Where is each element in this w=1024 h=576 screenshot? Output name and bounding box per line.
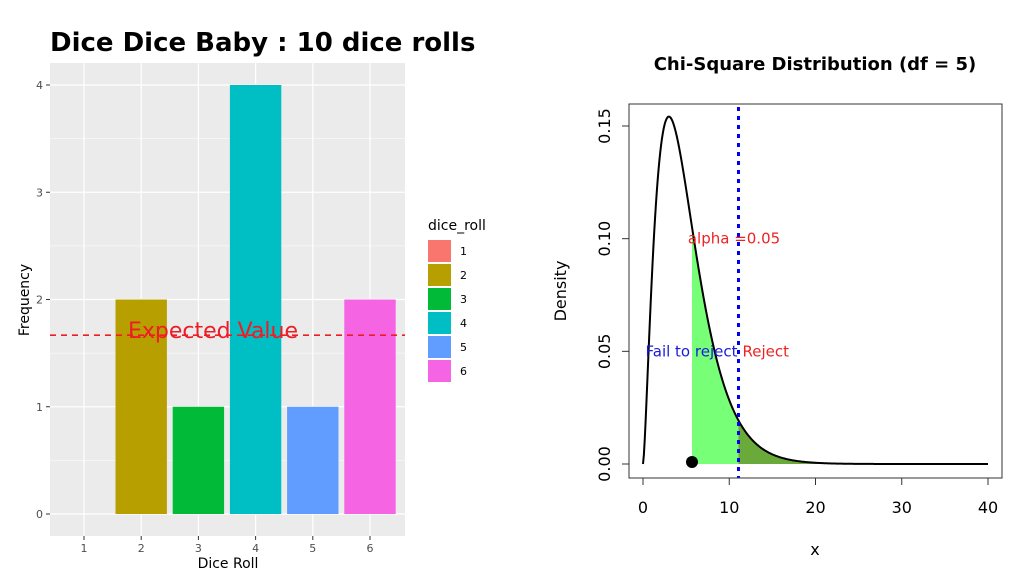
y-tick-label: 4 — [36, 79, 43, 92]
p-value-area — [691, 227, 988, 464]
chisq-shaded-areas — [691, 227, 988, 464]
y-tick-label: 0.00 — [595, 446, 614, 482]
legend-key-5 — [428, 336, 451, 358]
x-tick-label: 2 — [138, 542, 145, 555]
chisq-density-curve — [642, 115, 988, 465]
chisq-chart-title: Chi-Square Distribution (df = 5) — [654, 54, 977, 75]
y-tick-label: 2 — [36, 294, 43, 307]
y-tick-label: 0.05 — [595, 334, 614, 370]
bar-4 — [229, 85, 282, 514]
fail-to-reject-label: Fail to reject — [646, 342, 738, 360]
x-tick-label: 5 — [309, 542, 316, 555]
legend-label: 4 — [460, 317, 467, 330]
dice-chart-title: Dice Dice Baby : 10 dice rolls — [50, 28, 475, 58]
legend-label: 6 — [460, 365, 467, 378]
y-tick-label: 0.15 — [595, 108, 614, 144]
legend-label: 3 — [460, 293, 467, 306]
x-tick-label: 3 — [195, 542, 202, 555]
dice-legend: 1 2 3 4 5 6 — [428, 240, 467, 382]
y-tick-label: 1 — [36, 401, 43, 414]
legend-key-6 — [428, 360, 451, 382]
dice-x-axis: 1 2 3 4 5 6 — [81, 536, 374, 555]
chisq-x-axis-label: x — [810, 540, 819, 559]
y-tick-label: 0.10 — [595, 221, 614, 257]
y-tick-label: 0 — [36, 508, 43, 521]
x-tick-label: 20 — [805, 498, 825, 517]
dice-y-axis: 0 1 2 3 4 — [36, 79, 50, 521]
legend-label: 5 — [460, 341, 467, 354]
x-tick-label: 4 — [252, 542, 259, 555]
bar-6 — [344, 299, 396, 514]
legend-key-2 — [428, 264, 451, 286]
dice-chart: Dice Dice Baby : 10 dice rolls Expected … — [17, 28, 486, 572]
x-tick-label: 10 — [719, 498, 739, 517]
x-tick-label: 40 — [978, 498, 998, 517]
chisq-plot-box — [628, 103, 1003, 479]
legend-title: dice_roll — [428, 218, 486, 234]
x-tick-label: 30 — [892, 498, 912, 517]
x-tick-label: 1 — [81, 542, 88, 555]
legend-key-3 — [428, 288, 451, 310]
bar-3 — [172, 406, 225, 514]
test-statistic-point — [685, 456, 698, 468]
x-tick-label: 6 — [367, 542, 374, 555]
chisq-y-axis: 0.00 0.05 0.10 0.15 — [595, 108, 629, 482]
legend-key-4 — [428, 312, 451, 334]
reject-label: Reject — [742, 342, 789, 360]
x-tick-label: 0 — [638, 498, 648, 517]
expected-value-label: Expected Value — [128, 319, 298, 344]
chisq-y-axis-label: Density — [551, 261, 570, 322]
alpha-label: alpha =0.05 — [688, 230, 780, 248]
dice-x-axis-label: Dice Roll — [198, 556, 259, 572]
y-tick-label: 3 — [36, 186, 43, 199]
chisq-chart: Chi-Square Distribution (df = 5) alpha =… — [551, 54, 1003, 559]
legend-key-1 — [428, 240, 451, 262]
bar-5 — [287, 406, 339, 514]
legend-label: 2 — [460, 269, 467, 282]
chisq-x-axis: 0 10 20 30 40 — [638, 477, 998, 517]
rejection-region-area — [738, 420, 988, 464]
dice-y-axis-label: Frequency — [17, 264, 33, 336]
legend-label: 1 — [460, 245, 467, 258]
